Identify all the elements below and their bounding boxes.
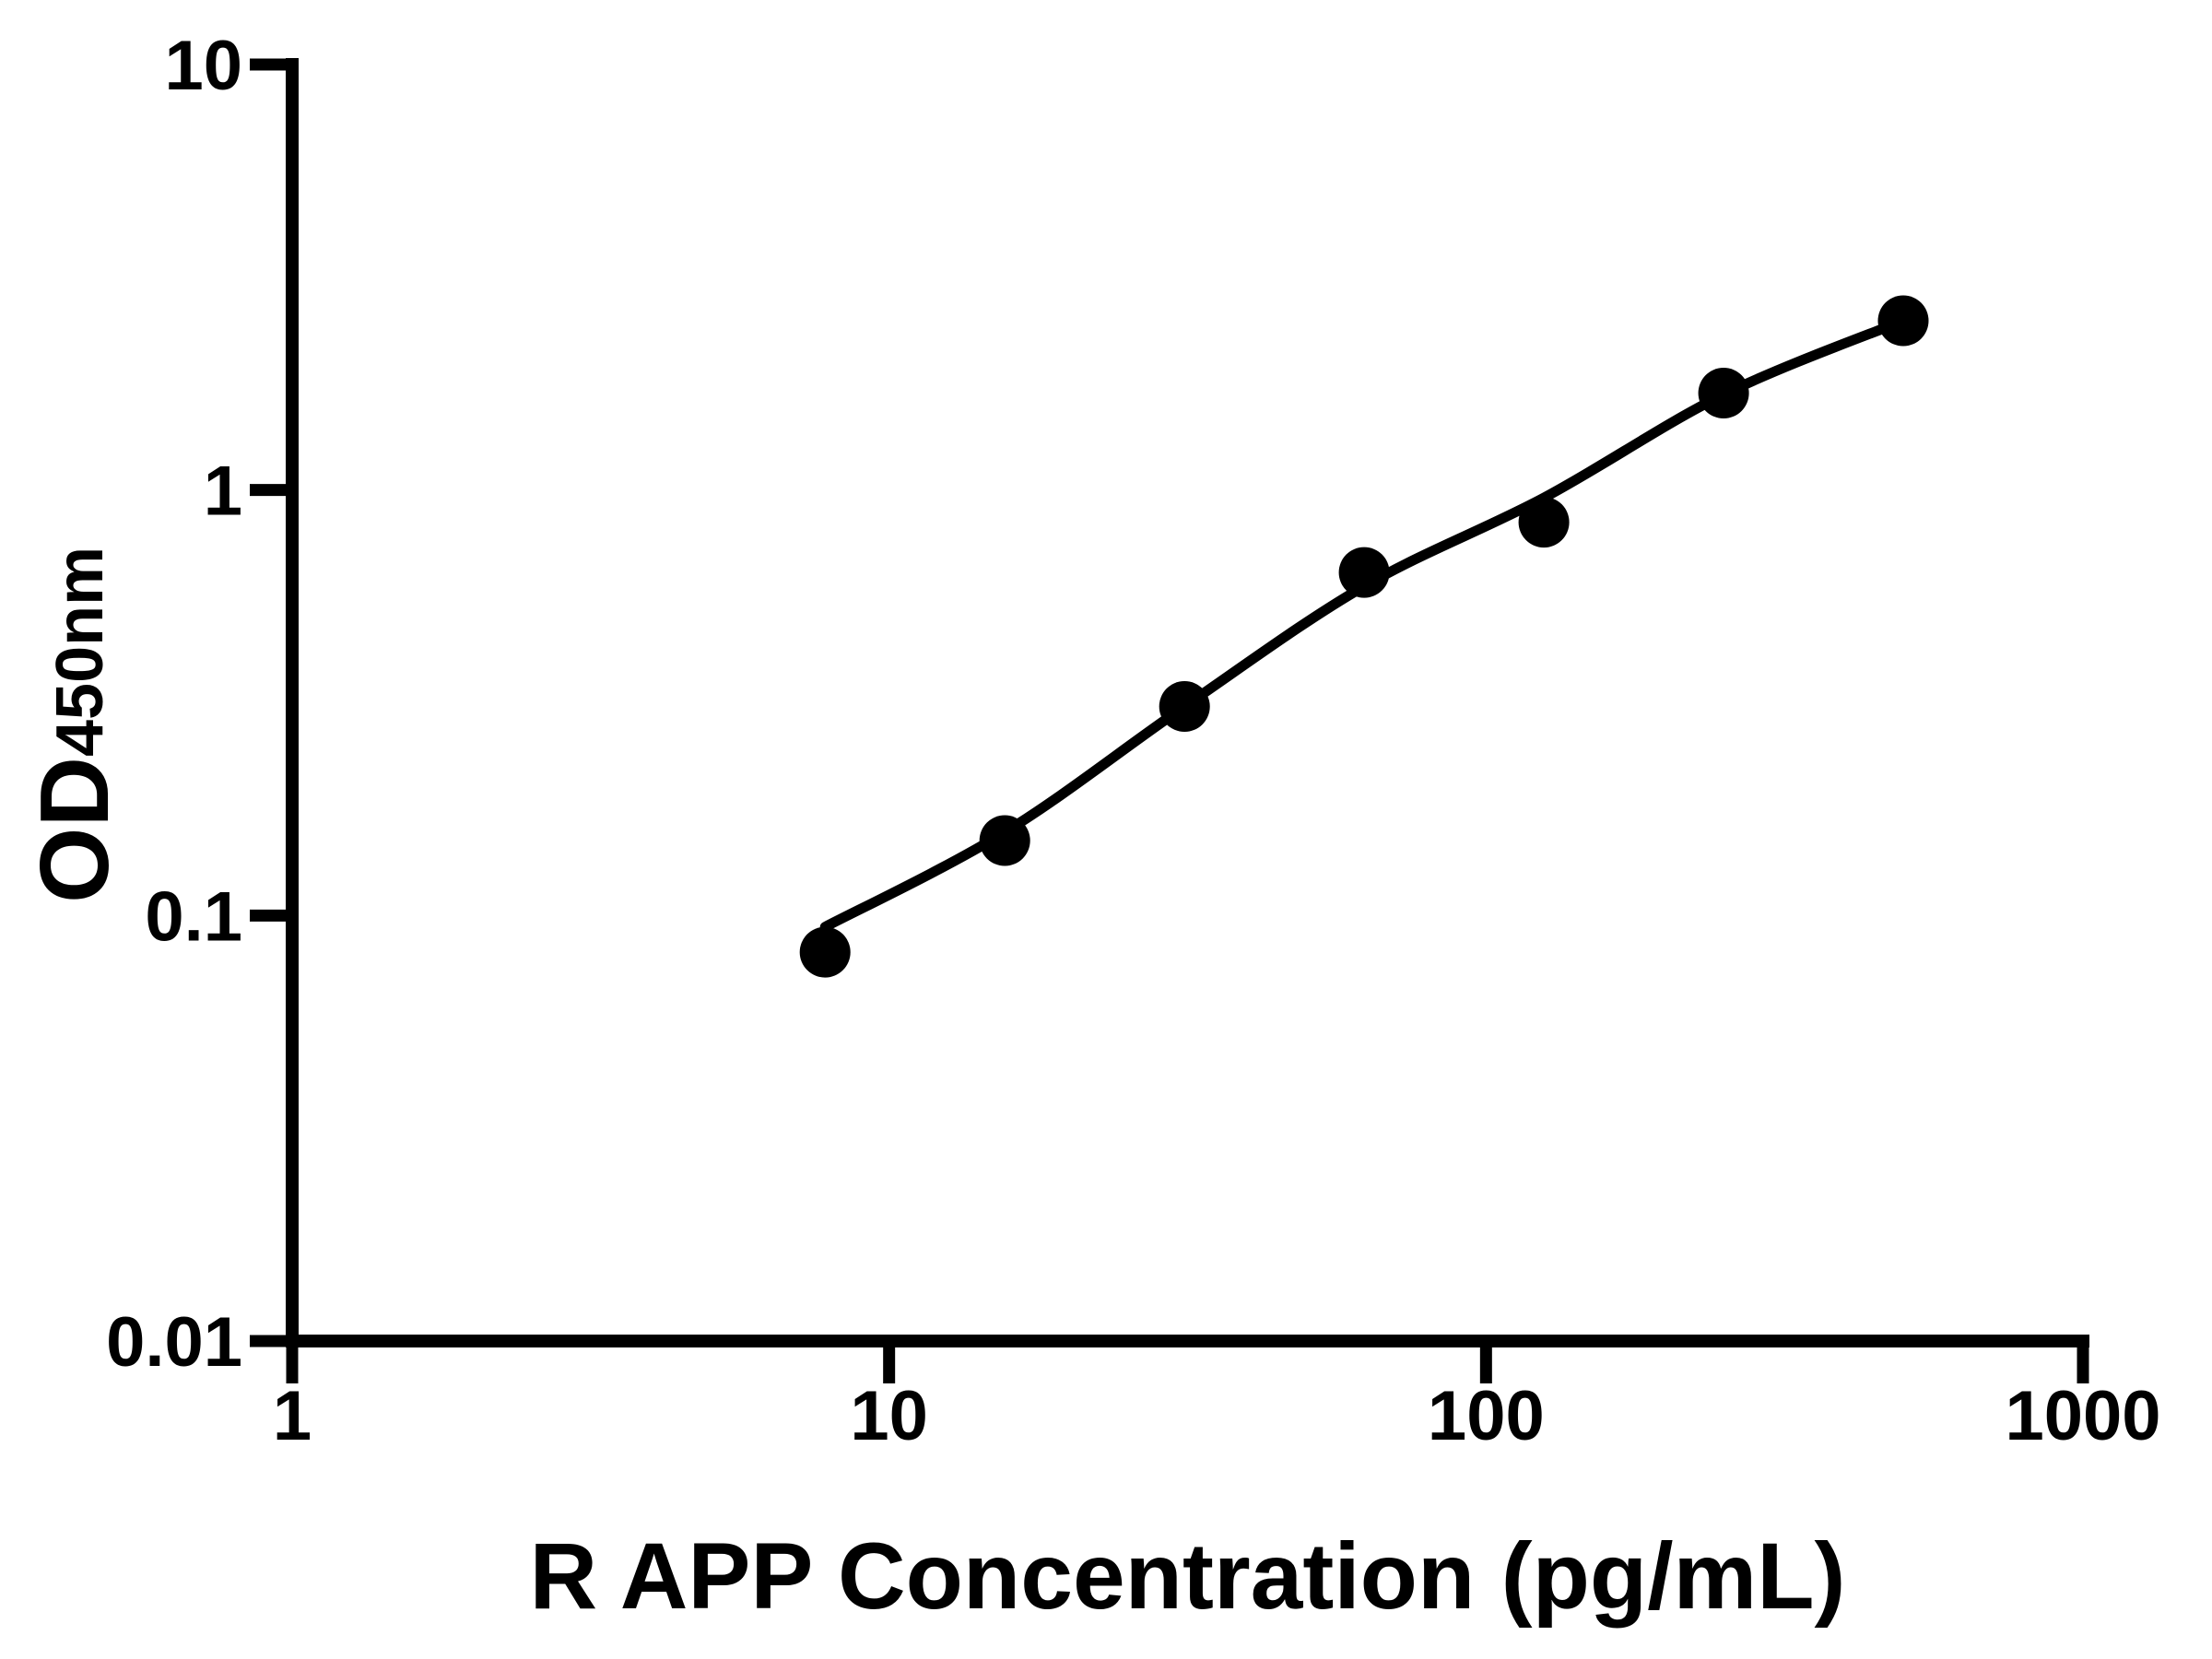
tick-marks — [250, 58, 2089, 1383]
data-point — [799, 926, 851, 978]
y-tick-label: 0.01 — [106, 1303, 242, 1382]
data-point — [1518, 497, 1570, 548]
data-point — [979, 815, 1030, 866]
data-points — [799, 295, 1929, 978]
data-point — [1877, 295, 1929, 347]
y-axis-title-main: OD — [20, 757, 129, 903]
data-point — [1698, 368, 1749, 418]
x-tick-label: 1000 — [2005, 1377, 2160, 1455]
y-tick-label: 10 — [164, 27, 242, 105]
y-axis-title-subscript: 450nm — [43, 547, 117, 757]
data-point — [1159, 681, 1210, 732]
tick-labels: 10 1 0.1 0.01 1 10 100 1000 — [106, 27, 2160, 1455]
y-tick-label: 1 — [204, 453, 242, 531]
x-axis-title: R APP Concentration (pg/mL) — [530, 1524, 1846, 1629]
x-tick-label: 100 — [1428, 1377, 1545, 1455]
axes — [286, 58, 2089, 1347]
x-tick-label: 1 — [273, 1377, 312, 1455]
data-point — [1338, 547, 1390, 598]
x-tick-label: 10 — [850, 1377, 928, 1455]
y-axis-title: OD450nm — [20, 547, 129, 903]
y-tick-label: 0.1 — [145, 877, 242, 956]
